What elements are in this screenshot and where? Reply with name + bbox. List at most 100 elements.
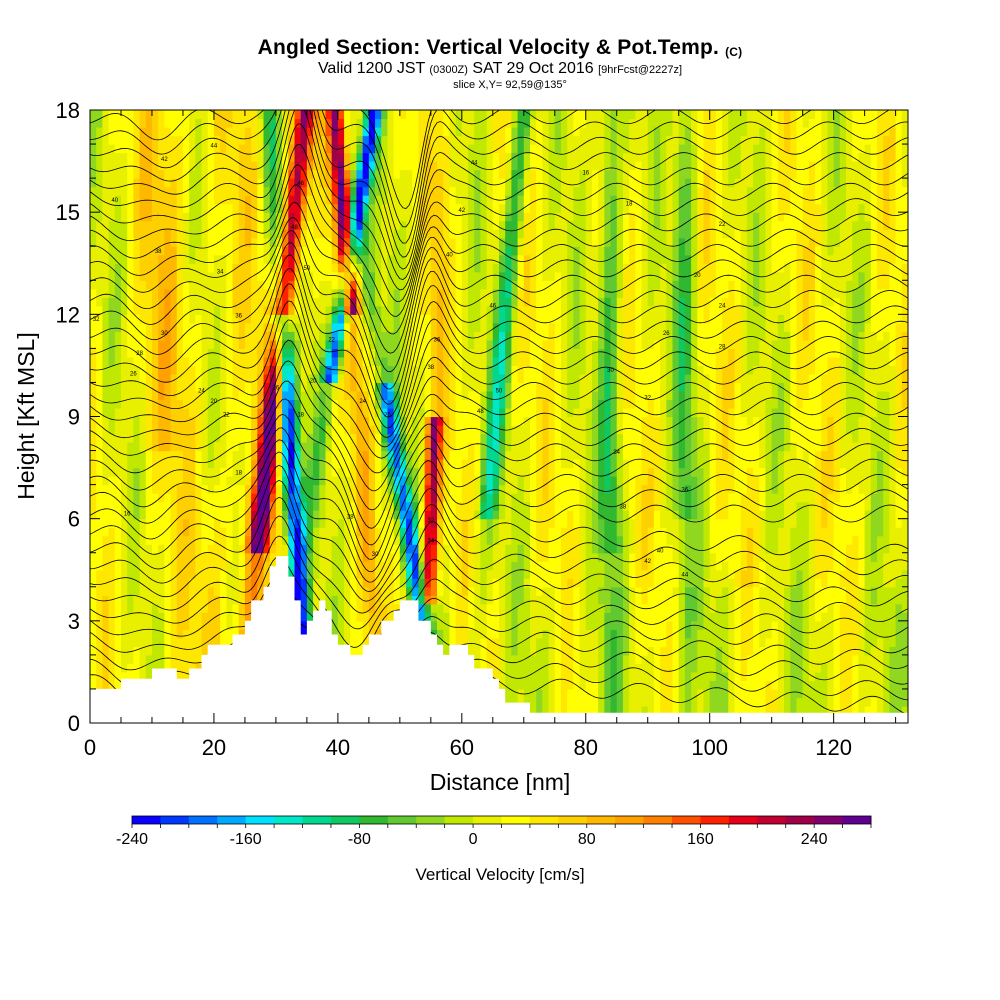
velocity-cell (108, 331, 116, 341)
velocity-cell (375, 118, 382, 128)
velocity-cell (145, 297, 153, 307)
velocity-cell (437, 254, 444, 264)
velocity-cell (139, 263, 147, 273)
velocity-cell (127, 339, 134, 349)
velocity-cell (133, 450, 141, 460)
velocity-cell (511, 331, 519, 341)
velocity-cell (232, 288, 240, 298)
velocity-cell (232, 586, 240, 596)
velocity-cell (120, 280, 128, 290)
velocity-cell (275, 433, 283, 443)
velocity-cell (306, 510, 314, 520)
velocity-cell (220, 390, 227, 401)
velocity-cell (90, 416, 97, 426)
velocity-cell (430, 229, 438, 239)
velocity-cell (331, 195, 339, 205)
velocity-cell (356, 118, 364, 128)
velocity-cell (182, 229, 190, 239)
velocity-cell (189, 535, 196, 545)
velocity-cell (412, 271, 420, 281)
velocity-cell (474, 220, 482, 230)
velocity-cell (319, 169, 327, 179)
velocity-cell (424, 373, 432, 384)
velocity-cell (294, 271, 302, 281)
velocity-cell (325, 467, 333, 477)
velocity-cell (164, 322, 172, 332)
velocity-cell (263, 407, 271, 418)
velocity-cell (344, 518, 351, 528)
velocity-cell (201, 629, 209, 639)
velocity-cell (406, 339, 413, 349)
velocity-cell (319, 212, 327, 222)
velocity-cell (412, 501, 420, 511)
velocity-cell (387, 416, 395, 426)
velocity-cell (362, 620, 370, 630)
velocity-cell (474, 161, 482, 171)
velocity-cell (449, 186, 457, 196)
velocity-cell (176, 442, 184, 452)
velocity-cell (505, 586, 512, 596)
velocity-cell (331, 603, 339, 613)
velocity-cell (474, 620, 482, 630)
velocity-cell (213, 127, 221, 137)
velocity-cell (257, 271, 265, 281)
velocity-cell (492, 203, 500, 213)
velocity-cell (269, 527, 277, 537)
velocity-cell (300, 229, 308, 239)
velocity-cell (480, 152, 488, 162)
velocity-cell (486, 569, 494, 579)
velocity-cell (139, 127, 147, 137)
velocity-cell (244, 118, 252, 128)
velocity-cell (430, 578, 438, 588)
velocity-cell (313, 569, 320, 579)
velocity-cell (337, 254, 345, 264)
velocity-cell (368, 280, 376, 290)
velocity-cell (201, 527, 209, 537)
velocity-cell (195, 203, 203, 213)
velocity-cell (275, 331, 283, 341)
velocity-cell (189, 467, 196, 477)
velocity-cell (145, 552, 153, 562)
velocity-cell (381, 484, 389, 494)
velocity-cell (201, 510, 209, 520)
velocity-cell (344, 501, 351, 511)
velocity-cell (375, 586, 382, 596)
velocity-cell (114, 663, 122, 673)
velocity-cell (350, 339, 358, 349)
velocity-cell (238, 127, 246, 137)
velocity-cell (306, 322, 314, 332)
velocity-cell (331, 237, 339, 247)
velocity-cell (282, 356, 289, 367)
velocity-cell (244, 544, 252, 554)
velocity-cell (406, 535, 413, 545)
velocity-cell (399, 450, 407, 460)
velocity-cell (461, 484, 469, 494)
velocity-cell (443, 476, 451, 486)
velocity-cell (455, 459, 463, 469)
velocity-cell (158, 561, 165, 571)
velocity-cell (492, 254, 500, 264)
velocity-cell (492, 322, 500, 332)
velocity-cell (207, 246, 215, 256)
velocity-cell (207, 305, 215, 315)
velocity-cell (499, 493, 506, 503)
velocity-cell (238, 612, 246, 622)
velocity-cell (499, 586, 506, 596)
velocity-cell (350, 467, 358, 477)
velocity-cell (331, 501, 339, 511)
velocity-cell (226, 271, 234, 281)
velocity-cell (201, 425, 209, 435)
velocity-cell (344, 305, 351, 315)
velocity-cell (226, 450, 234, 460)
velocity-cell (461, 603, 469, 613)
velocity-cell (300, 612, 308, 622)
velocity-cell (499, 407, 506, 418)
velocity-cell (300, 263, 308, 273)
velocity-cell (517, 612, 525, 622)
velocity-cell (201, 365, 209, 375)
velocity-cell (257, 348, 265, 358)
velocity-cell (145, 407, 153, 418)
valid-time-utc: (0300Z) (429, 64, 468, 76)
velocity-cell (511, 288, 519, 298)
velocity-cell (313, 127, 320, 137)
